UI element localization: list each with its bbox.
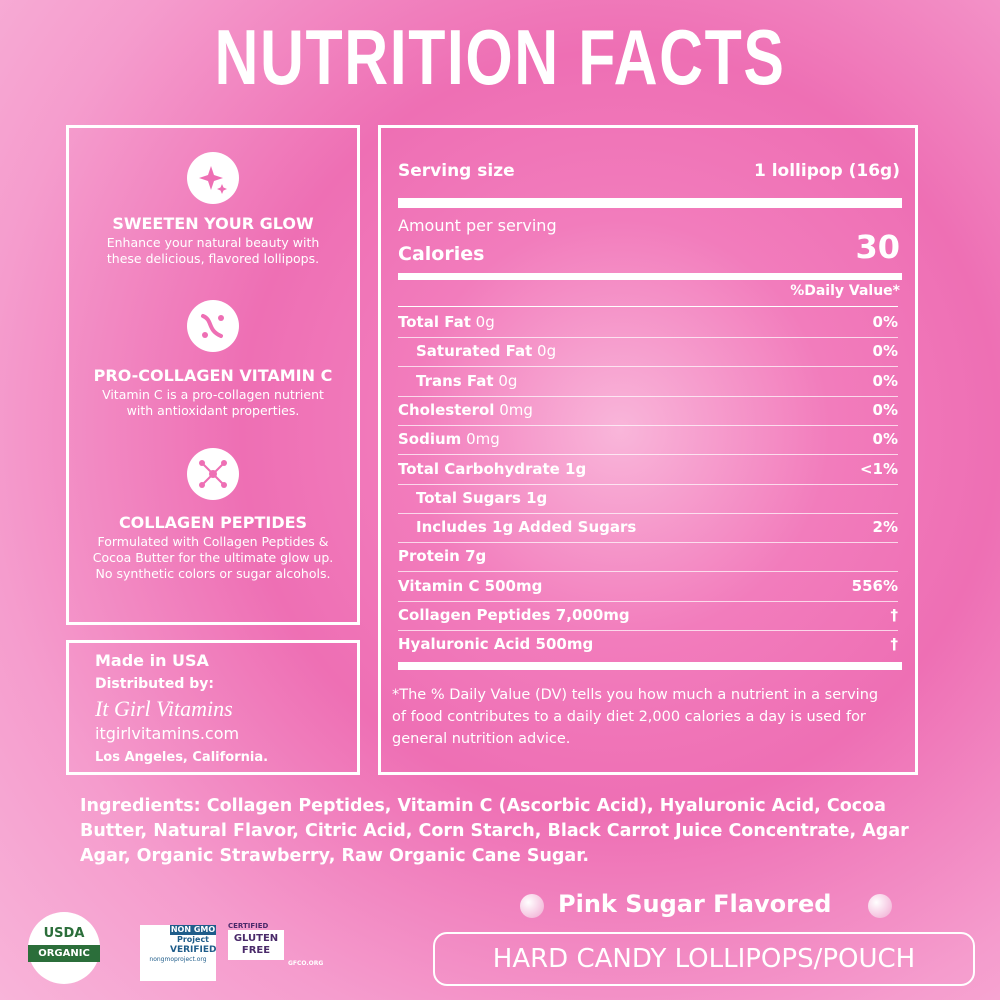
feature: SWEETEN YOUR GLOW Enhance your natural be…: [66, 214, 360, 267]
nutrient-amount: 0g: [475, 313, 495, 331]
fact-row: Total Sugars 1g: [398, 484, 898, 514]
nutrient-name: Sodium: [398, 430, 462, 449]
nutrient-amount: 0mg: [466, 430, 500, 449]
fact-row: Total Carbohydrate 1g <1%: [398, 455, 898, 485]
candy-icon: [868, 894, 892, 918]
fact-row: Sodium 0mg 0%: [398, 425, 898, 456]
nutrient-dv: †: [890, 606, 899, 624]
nutrient-dv: 0%: [872, 430, 898, 449]
origin: Made in USA: [95, 651, 209, 670]
nutrient-dv: 0%: [872, 313, 898, 331]
fact-row: Includes 1g Added Sugars 2%: [398, 513, 898, 544]
gf-badge: CERTIFIED GLUTEN FREE GFCO.ORG: [228, 922, 328, 984]
usda-top: USDA: [43, 926, 85, 941]
nongmo-top: NON GMO: [170, 925, 216, 935]
fact-row: Trans Fat 0g 0%: [398, 367, 898, 397]
feature: COLLAGEN PEPTIDES Formulated with Collage…: [66, 513, 360, 582]
city: Los Angeles, California.: [95, 750, 269, 765]
thick-rule: [398, 198, 902, 208]
gf-main: GLUTEN FREE: [228, 930, 284, 960]
feature-text: Vitamin C is a pro-collagen nutrient wit…: [102, 387, 324, 418]
nutrient-name: Total Carbohydrate 1g: [398, 459, 587, 478]
nutrient-name: Collagen Peptides 7,000mg: [398, 606, 630, 624]
flavor: Pink Sugar Flavored: [558, 890, 832, 918]
icon-art: [199, 166, 227, 194]
nutrient-name: Trans Fat: [416, 371, 494, 390]
molecule-icon: [187, 448, 239, 500]
product-pill: HARD CANDY LOLLIPOPS/POUCH: [433, 932, 975, 986]
nutrient-name: Total Sugars 1g: [416, 488, 548, 507]
feature: PRO-COLLAGEN VITAMIN C Vitamin C is a pro…: [66, 366, 360, 419]
dv-header: %Daily Value*: [790, 283, 900, 299]
nutrient-name: Vitamin C 500mg: [398, 576, 543, 595]
collagen-icon: [187, 300, 239, 352]
nongmo-verified: VERIFIED: [170, 945, 217, 955]
nutrient-name: Total Fat: [398, 313, 471, 331]
nutrient-dv: 0%: [872, 400, 898, 419]
nutrient-name: Protein 7g: [398, 547, 487, 566]
nutrient-amount: 0mg: [499, 400, 533, 419]
serving-value: 1 lollipop (16g): [753, 161, 900, 181]
fact-row: Collagen Peptides 7,000mg †: [398, 601, 898, 631]
usda-badge: USDA ORGANIC: [28, 912, 100, 984]
fact-row: Hyaluronic Acid 500mg †: [398, 630, 898, 659]
footnote: *The % Daily Value (DV) tells you how mu…: [392, 687, 879, 747]
facts-box: [378, 125, 918, 775]
distributor-box: [66, 640, 360, 775]
calories-value: 30: [855, 228, 900, 266]
fact-row: Cholesterol 0mg 0%: [398, 396, 898, 426]
feature-text: Enhance your natural beauty with these d…: [106, 235, 320, 266]
website: itgirlvitamins.com: [95, 724, 240, 743]
ingredients-text: Collagen Peptides, Vitamin C (Ascorbic A…: [80, 796, 909, 866]
calories-label: Calories: [398, 243, 485, 265]
candy-icon: [520, 894, 544, 918]
feature-heading: PRO-COLLAGEN VITAMIN C: [93, 366, 333, 385]
feature-heading: SWEETEN YOUR GLOW: [112, 214, 314, 233]
nutrient-dv: 2%: [872, 518, 898, 537]
features-box: [66, 125, 360, 625]
fact-row: Vitamin C 500mg 556%: [398, 572, 898, 602]
nutrient-dv: 0%: [872, 371, 898, 390]
nutrient-name: Includes 1g Added Sugars: [416, 518, 637, 537]
nutrient-dv: †: [890, 635, 899, 654]
nongmo-sub: Project: [176, 935, 210, 944]
fact-row: Saturated Fat 0g 0%: [398, 337, 898, 368]
nutrient-amount: 0g: [498, 371, 518, 390]
ingredients: Ingredients: Collagen Peptides, Vitamin …: [80, 794, 940, 869]
medium-rule: [398, 273, 902, 280]
nutrient-dv: 556%: [851, 576, 898, 595]
product: HARD CANDY LOLLIPOPS/POUCH: [492, 944, 916, 974]
brand: It Girl Vitamins: [95, 696, 233, 721]
icon-art: [201, 314, 224, 338]
thick-rule: [398, 662, 902, 670]
fact-row: Protein 7g: [398, 542, 898, 573]
feature-heading: COLLAGEN PEPTIDES: [118, 513, 308, 532]
usda-bottom: ORGANIC: [28, 945, 100, 962]
serving-label: Serving size: [398, 161, 515, 181]
nongmo-url: nongmoproject.org: [149, 956, 207, 963]
rule: [398, 306, 898, 307]
distributed-label: Distributed by:: [95, 676, 214, 692]
nutrient-dv: 0%: [872, 342, 898, 361]
amount-label: Amount per serving: [398, 216, 557, 235]
gf-url: GFCO.ORG: [288, 960, 324, 967]
nutrient-name: Cholesterol: [398, 400, 495, 419]
gf-top: CERTIFIED: [228, 922, 269, 930]
nutrient-dv: <1%: [859, 459, 898, 478]
ingredients-label: Ingredients:: [80, 796, 201, 816]
title: NUTRITION FACTS: [214, 13, 786, 101]
nongmo-badge: NON GMO Project VERIFIED nongmoproject.o…: [140, 925, 217, 981]
sparkle-icon: [187, 152, 239, 204]
feature-text: Formulated with Collagen Peptides & Coco…: [92, 534, 334, 581]
nutrient-name: Hyaluronic Acid 500mg: [398, 635, 594, 654]
nutrient-amount: 0g: [537, 342, 557, 361]
fact-row: Total Fat 0g 0%: [398, 308, 898, 338]
icon-art: [199, 460, 227, 488]
nutrient-name: Saturated Fat: [416, 342, 533, 361]
